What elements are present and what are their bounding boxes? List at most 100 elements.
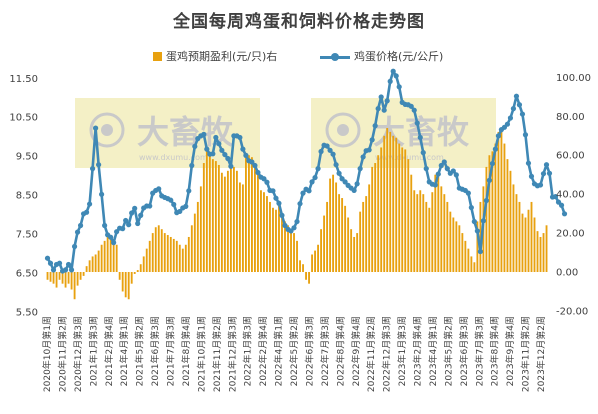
profit-bar xyxy=(55,272,58,288)
profit-bar xyxy=(169,236,172,272)
egg-price-point xyxy=(312,174,318,181)
egg-price-point xyxy=(300,190,306,196)
egg-price-point xyxy=(294,218,300,225)
egg-price-point xyxy=(465,190,471,196)
egg-price-point xyxy=(86,201,93,207)
egg-price-point xyxy=(210,151,216,157)
profit-bar xyxy=(431,192,434,272)
egg-price-point xyxy=(77,222,84,229)
profit-bar xyxy=(428,207,431,272)
y-right-tick-label: 100.00 xyxy=(556,73,591,84)
egg-price-point xyxy=(453,172,459,178)
profit-bar xyxy=(389,131,392,272)
egg-price-point xyxy=(522,132,529,138)
egg-price-point xyxy=(480,218,486,224)
profit-bar xyxy=(118,272,121,280)
profit-bar xyxy=(127,272,130,300)
y-right-tick-label: 40.00 xyxy=(556,190,585,201)
egg-price-point xyxy=(216,141,222,147)
profit-bar xyxy=(97,250,100,272)
profit-bar xyxy=(214,161,217,272)
egg-price-point xyxy=(354,181,360,187)
profit-bar xyxy=(187,236,190,272)
profit-bar xyxy=(329,178,332,272)
y-left-tick-label: 7.50 xyxy=(16,230,38,241)
profit-bar xyxy=(311,254,313,272)
egg-price-point xyxy=(420,150,426,156)
egg-price-point xyxy=(444,166,450,172)
profit-bar xyxy=(446,201,449,272)
egg-price-point xyxy=(309,179,315,185)
egg-price-point xyxy=(156,186,162,192)
profit-bar xyxy=(470,256,473,272)
egg-price-point xyxy=(62,267,69,273)
x-tick-label: 2022年8月第4周 xyxy=(334,316,346,386)
egg-price-point xyxy=(492,146,498,152)
profit-bar xyxy=(380,147,383,272)
profit-bar xyxy=(383,135,386,272)
x-tick-label: 2023年4月第1周 xyxy=(427,316,439,386)
egg-price-point xyxy=(540,171,547,177)
legend-line-swatch xyxy=(320,52,350,62)
profit-bar xyxy=(235,170,238,272)
profit-bar xyxy=(287,225,289,272)
line-series xyxy=(44,68,568,274)
x-tick-label: 2022年12月第3周 xyxy=(381,316,393,392)
y-left-tick-label: 10.50 xyxy=(9,113,38,124)
profit-bar xyxy=(248,155,250,272)
x-tick-label: 2022年5月第2周 xyxy=(288,316,300,386)
profit-bar xyxy=(67,272,70,284)
egg-price-point xyxy=(507,115,514,121)
profit-bar xyxy=(524,217,527,272)
egg-price-point xyxy=(432,182,438,188)
profit-bar xyxy=(506,159,509,272)
egg-price-point xyxy=(558,202,565,208)
profit-bar xyxy=(154,227,157,272)
egg-price-point xyxy=(561,211,568,217)
egg-price-point xyxy=(135,220,141,227)
egg-price-point xyxy=(93,125,99,131)
profit-bar xyxy=(326,201,329,272)
y-right-tick-label: 60.00 xyxy=(556,151,585,162)
profit-bar xyxy=(133,272,136,274)
profit-bar xyxy=(49,272,52,282)
egg-price-point xyxy=(516,102,523,108)
profit-bar xyxy=(308,272,310,284)
y-left-tick-label: 11.50 xyxy=(9,74,38,85)
profit-bar xyxy=(410,174,413,272)
egg-price-point xyxy=(423,166,429,172)
profit-bar xyxy=(181,248,184,272)
x-tick-label: 2023年8月第4周 xyxy=(489,316,501,386)
egg-price-point xyxy=(543,162,550,168)
profit-bar xyxy=(82,272,85,276)
profit-bar xyxy=(353,236,356,272)
x-tick-label: 2021年11月第2周 xyxy=(211,316,223,392)
egg-price-point xyxy=(483,197,489,204)
profit-bar xyxy=(85,266,88,272)
profit-bar xyxy=(395,137,398,272)
egg-price-point xyxy=(390,68,396,74)
profit-bar xyxy=(497,131,500,272)
profit-bar xyxy=(302,264,304,272)
legend-item-egg-price: 鸡蛋价格(元/公斤) xyxy=(320,48,443,64)
egg-price-point xyxy=(438,162,444,169)
profit-bar xyxy=(278,205,280,272)
profit-bar xyxy=(419,190,422,272)
egg-price-point xyxy=(327,147,333,153)
egg-price-point xyxy=(291,225,297,231)
egg-price-point xyxy=(183,203,189,209)
profit-bar xyxy=(515,194,518,272)
dxumu-logo-icon xyxy=(89,112,125,148)
profit-bar xyxy=(359,211,362,272)
egg-price-point xyxy=(44,255,51,261)
profit-bar xyxy=(320,229,323,272)
profit-bar xyxy=(58,272,61,280)
profit-bar xyxy=(545,225,548,272)
egg-price-point xyxy=(414,120,420,126)
profit-bar xyxy=(437,176,440,272)
egg-price-point xyxy=(525,160,532,166)
egg-price-point xyxy=(171,201,177,208)
profit-bar xyxy=(377,155,380,272)
egg-price-point xyxy=(297,201,303,207)
